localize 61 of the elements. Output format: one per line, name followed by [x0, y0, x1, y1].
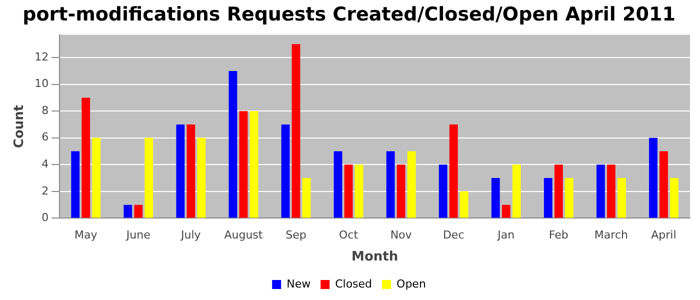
x-tick-label: July	[180, 228, 202, 242]
bar	[92, 138, 101, 218]
bar	[250, 111, 258, 218]
bar	[71, 151, 80, 218]
bar	[660, 151, 668, 218]
bar	[292, 44, 300, 218]
bar	[302, 178, 311, 218]
bar	[564, 178, 574, 218]
x-tick-label: March	[594, 228, 628, 242]
y-tick-label: 10	[34, 77, 49, 90]
bar	[491, 178, 500, 218]
x-axis-title: Month	[352, 250, 398, 265]
bar	[344, 164, 353, 218]
bar	[460, 191, 468, 218]
bar	[334, 151, 342, 218]
bar	[134, 204, 143, 218]
bar	[386, 151, 395, 218]
bar	[649, 138, 658, 218]
x-tick-label: June	[125, 228, 151, 242]
x-tick-label: Dec	[442, 228, 464, 242]
x-tick-label: August	[224, 228, 264, 242]
x-tick-label: Nov	[390, 228, 412, 242]
y-tick-label: 8	[42, 104, 49, 117]
x-tick-label: Sep	[286, 228, 306, 242]
y-tick-label: 2	[42, 184, 49, 198]
x-tick-label: Jan	[496, 228, 515, 242]
bar	[396, 164, 406, 218]
bar	[124, 204, 132, 218]
bar	[281, 124, 290, 218]
x-tick-label: April	[651, 228, 676, 242]
bar	[197, 138, 206, 218]
legend-label: Open	[396, 277, 426, 290]
legend-label: New	[286, 277, 311, 290]
bar	[544, 178, 552, 218]
bar	[82, 98, 90, 218]
bar	[512, 164, 521, 218]
bar	[596, 164, 605, 218]
y-axis-title: Count	[12, 104, 28, 148]
bar	[407, 151, 416, 218]
bar	[239, 111, 248, 218]
y-tick-label: 6	[42, 130, 49, 144]
x-tick-label: May	[74, 228, 98, 242]
bar	[618, 178, 626, 218]
y-tick-label: 12	[34, 50, 49, 64]
x-tick-label: Oct	[339, 228, 359, 242]
bar	[670, 178, 678, 218]
y-tick-label: 0	[42, 211, 49, 224]
bar	[144, 138, 154, 218]
bar	[186, 124, 196, 218]
y-tick-label: 4	[42, 158, 49, 171]
bar	[354, 164, 364, 218]
bar	[228, 70, 238, 218]
bar	[438, 164, 448, 218]
bar	[554, 164, 563, 218]
bar	[502, 204, 510, 218]
bar	[449, 124, 458, 218]
bar	[176, 124, 185, 218]
x-tick-label: Feb	[548, 228, 568, 242]
bar	[606, 164, 616, 218]
legend-label: Closed	[335, 277, 372, 290]
chart-title: port-modifications Requests Created/Closed/Open April 2011	[22, 3, 676, 26]
